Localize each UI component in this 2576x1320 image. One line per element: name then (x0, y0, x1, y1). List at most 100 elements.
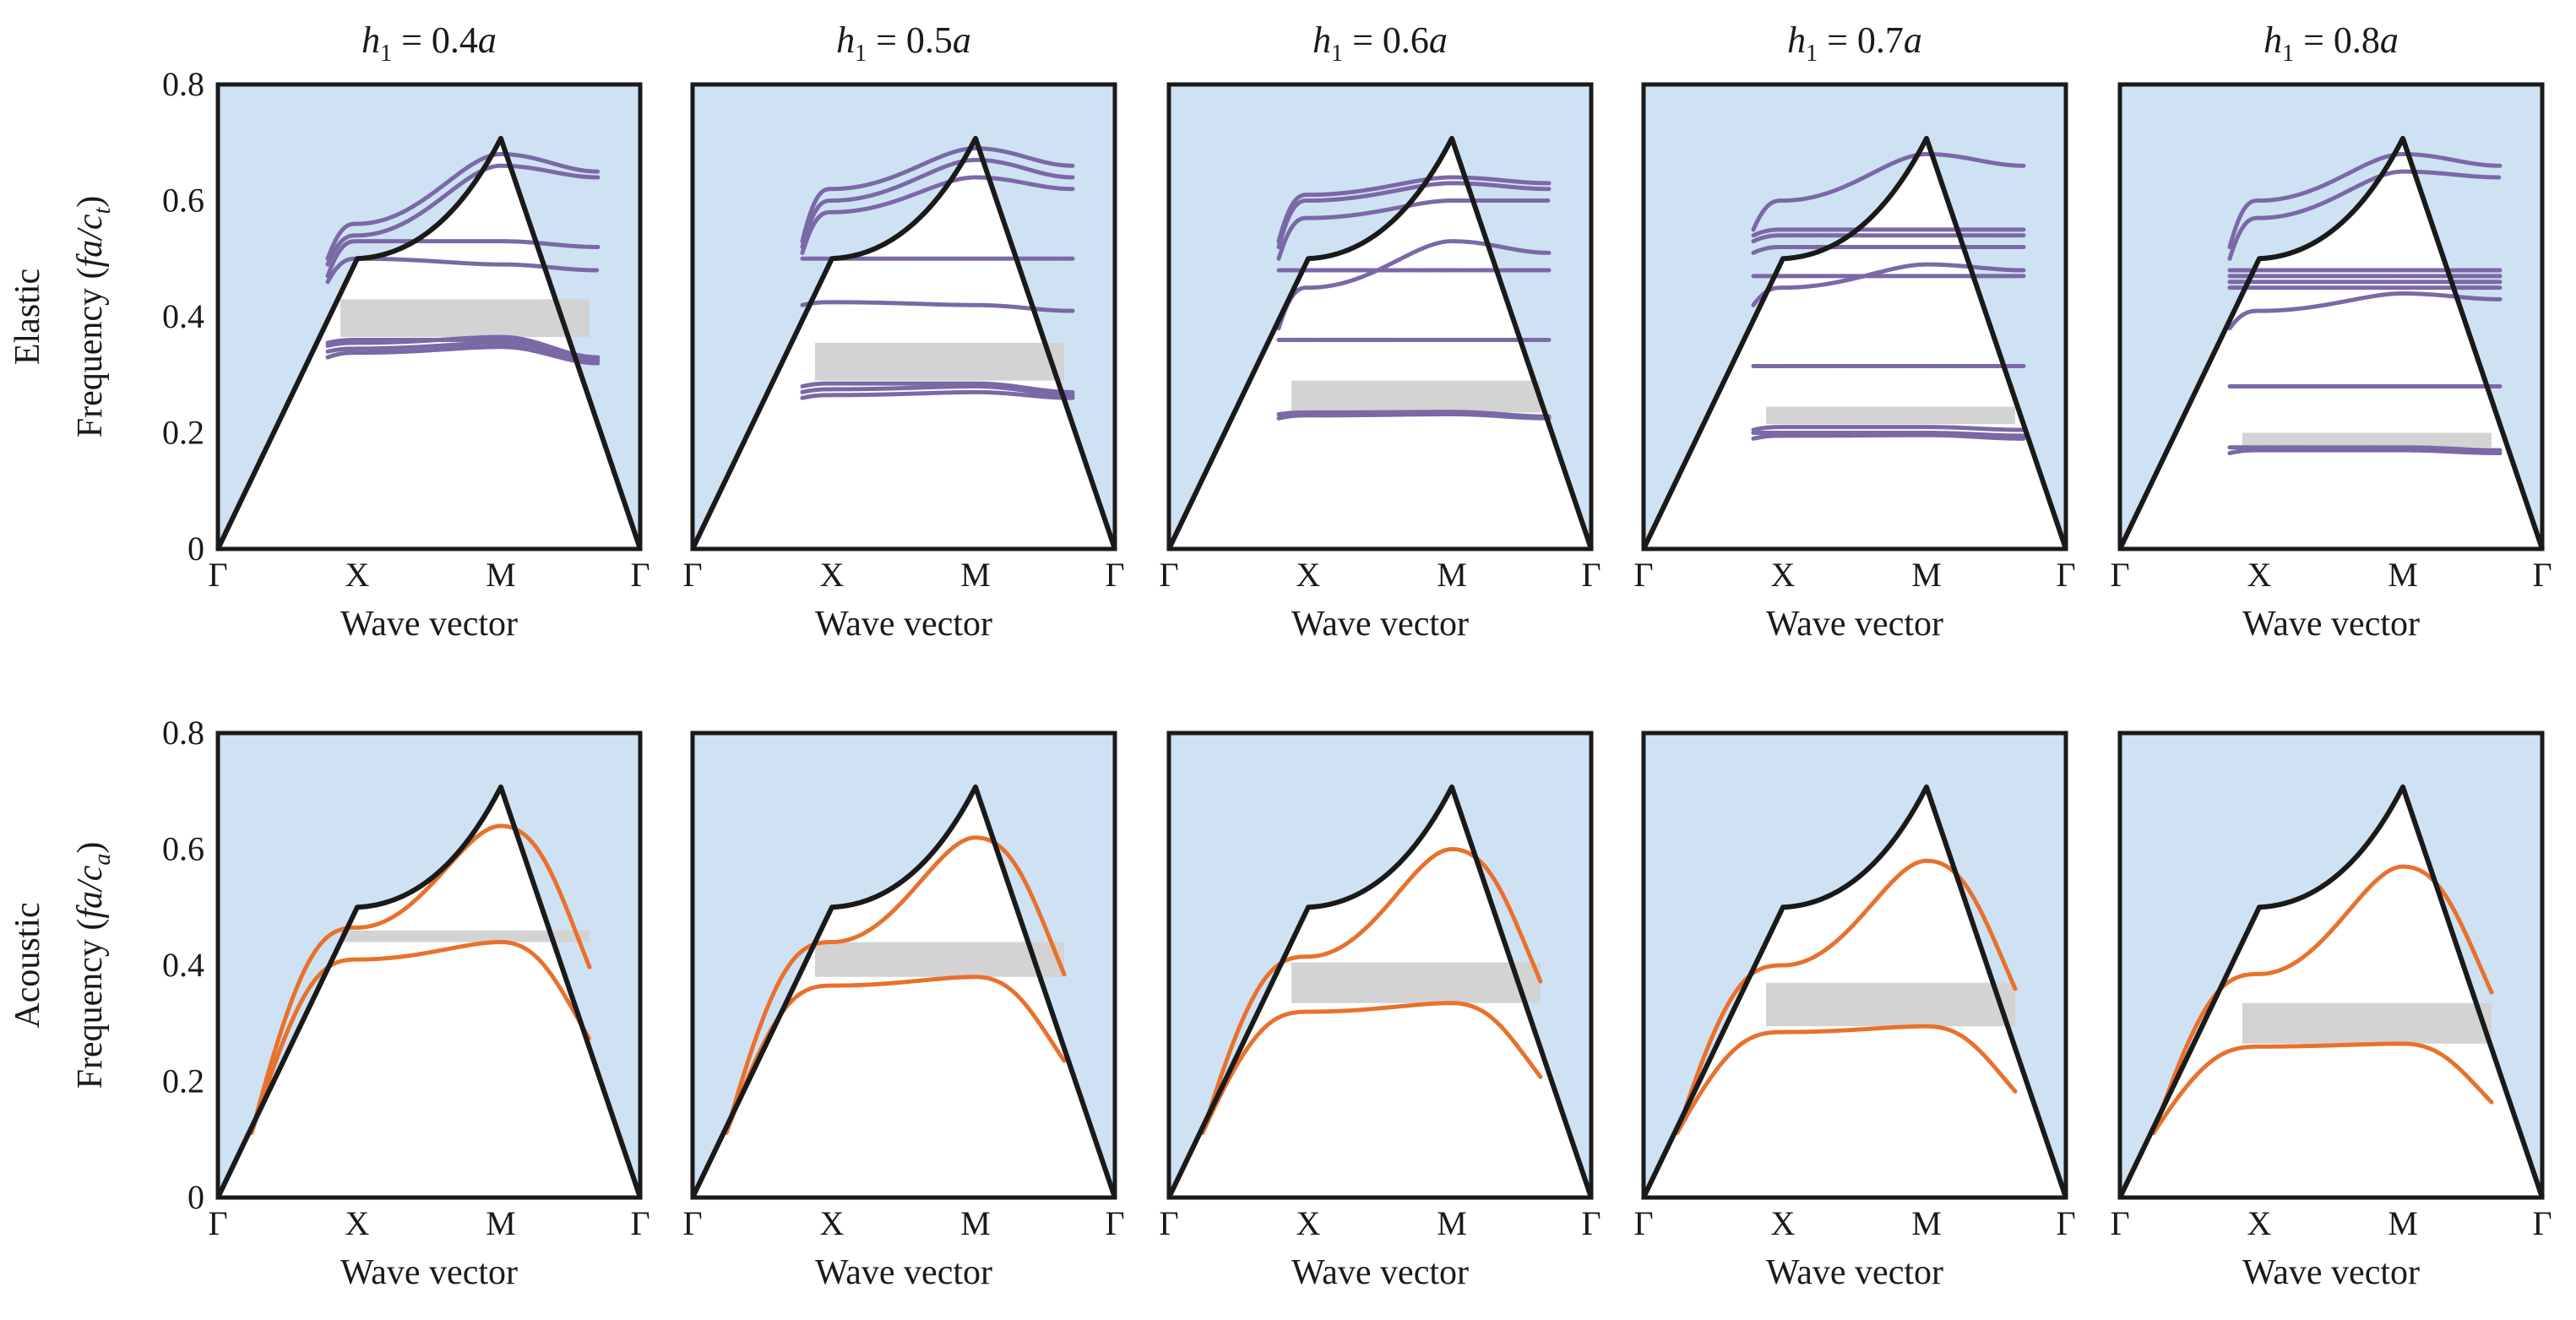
light-line (215, 784, 643, 1199)
band-line (1751, 151, 2026, 232)
y-tick-label: 0 (187, 530, 204, 568)
band-line (1751, 262, 2026, 307)
y-tick-label: 0.4 (162, 297, 204, 335)
y-axis-label: Frequency (fa/ct) (71, 196, 116, 438)
panel-title: h1 = 0.5a (836, 19, 971, 67)
band-line (1276, 239, 1552, 331)
band-line (800, 300, 1075, 313)
x-axis-label: Wave vector (2242, 1253, 2420, 1292)
band-line (1751, 233, 2026, 244)
band-line (1675, 858, 2018, 1135)
x-axis-label: Wave vector (2242, 605, 2420, 644)
light-line (690, 784, 1117, 1199)
x-axis-label: Wave vector (1766, 605, 1943, 644)
band-line (1276, 198, 1552, 261)
y-tick-label: 0.2 (162, 1062, 204, 1100)
axes-frame (690, 82, 1117, 551)
x-axis-label: Wave vector (340, 1253, 518, 1292)
panel-elastic-4: Γ X M Γ Wave vector h1 = 0.7a (1633, 19, 2075, 644)
x-tick-label: X (2247, 556, 2272, 594)
light-line (215, 135, 643, 551)
axes-frame (215, 731, 643, 1200)
x-tick-label: Γ (630, 556, 649, 594)
panel-title: h1 = 0.8a (2264, 19, 2399, 67)
band-line (1751, 432, 2026, 441)
x-axis-label: Wave vector (1291, 1253, 1469, 1292)
x-tick-label: X (345, 1204, 370, 1242)
axes-frame (2117, 82, 2545, 551)
band-line (325, 256, 601, 285)
x-tick-label: M (1911, 556, 1942, 594)
x-tick-label: Γ (208, 1204, 227, 1242)
light-line (1166, 135, 1594, 551)
band-gap (815, 942, 1064, 977)
band-line (249, 939, 592, 1135)
x-tick-label: M (960, 556, 991, 594)
x-tick-label: M (1911, 1204, 1942, 1242)
x-tick-label: Γ (2056, 556, 2075, 594)
band-line (1200, 846, 1543, 1135)
panel-acoustic-1: Γ X M Γ Wave vector 0 0.2 0.4 0.6 0.8 Acoustic Freq… (8, 714, 650, 1292)
x-axis-label: Wave vector (1766, 1253, 1943, 1292)
axes-frame (690, 731, 1117, 1200)
x-tick-label: X (820, 1204, 845, 1242)
band-line (1200, 1001, 1543, 1135)
x-tick-label: X (1296, 1204, 1321, 1242)
panel-elastic-3: Γ X M Γ Wave vector h1 = 0.6a (1159, 19, 1600, 644)
y-axis-label: Frequency (fa/ca) (71, 842, 116, 1089)
light-line (1641, 135, 2068, 551)
x-tick-label: M (2388, 556, 2418, 594)
x-tick-label: X (1771, 556, 1796, 594)
axes-frame (1166, 731, 1594, 1200)
x-tick-label: Γ (1581, 556, 1600, 594)
band-gap (340, 299, 590, 338)
band-line (1675, 1024, 2018, 1135)
panel-elastic-5: Γ X M Γ Wave vector h1 = 0.8a (2110, 19, 2552, 644)
panel-title: h1 = 0.7a (1787, 19, 1922, 67)
band-gap (1766, 982, 2015, 1027)
axes-frame (1641, 82, 2068, 551)
x-tick-label: Γ (630, 1204, 649, 1242)
x-tick-label: X (820, 556, 845, 594)
panel-acoustic-5: Γ X M Γ Wave vector (2110, 731, 2552, 1292)
band-line (1751, 430, 2026, 438)
x-tick-label: M (960, 1204, 991, 1242)
light-line (1641, 784, 2068, 1199)
band-line (800, 389, 1075, 400)
band-line (249, 823, 592, 1135)
x-tick-label: Γ (2056, 1204, 2075, 1242)
y-tick-label: 0.8 (162, 714, 204, 752)
x-tick-label: X (2247, 1204, 2272, 1242)
band-gap (1766, 406, 2015, 425)
x-tick-label: M (1437, 556, 1467, 594)
band-line (325, 239, 601, 279)
x-tick-label: M (2388, 1204, 2418, 1242)
axes-frame (1641, 731, 2068, 1200)
band-gap (340, 930, 590, 942)
light-line (1166, 784, 1594, 1199)
band-line (1276, 410, 1552, 419)
x-tick-label: Γ (1581, 1204, 1600, 1242)
band-line (1751, 227, 2026, 238)
band-line (1751, 425, 2026, 432)
band-line (800, 381, 1075, 394)
axes-frame (2117, 731, 2545, 1200)
x-tick-label: M (1437, 1204, 1467, 1242)
panel-acoustic-3: Γ X M Γ Wave vector (1159, 731, 1601, 1292)
x-tick-label: Γ (1105, 1204, 1124, 1242)
row-label: Elastic (8, 269, 47, 365)
x-tick-label: M (486, 556, 516, 594)
band-line (800, 146, 1075, 244)
row-label: Acoustic (8, 902, 47, 1028)
light-line (2117, 784, 2545, 1199)
x-axis-label: Wave vector (1291, 605, 1469, 644)
x-axis-label: Wave vector (340, 605, 518, 644)
band-line (2227, 445, 2503, 453)
y-tick-label: 0 (187, 1178, 204, 1216)
x-tick-label: Γ (682, 556, 702, 594)
band-line (2151, 1041, 2494, 1135)
band-line (2151, 864, 2494, 1135)
x-tick-label: Γ (208, 556, 227, 594)
axes-frame (1166, 82, 1594, 551)
